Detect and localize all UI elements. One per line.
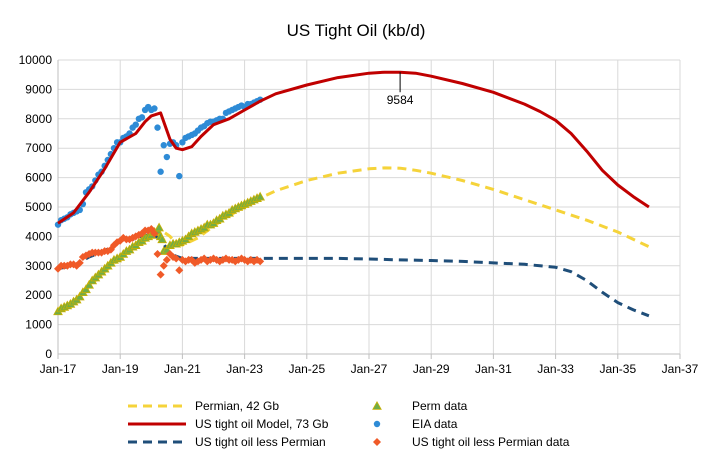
legend-label: Perm data <box>412 399 468 413</box>
data-point <box>75 258 84 267</box>
series-us-tight-oil-less-permian-data <box>54 225 265 279</box>
x-tick-label: Jan-17 <box>40 362 77 376</box>
legend-item-eia-data: EIA data <box>373 417 458 431</box>
legend-item-us-tight-oil-less-permian: US tight oil less Permian <box>128 435 326 449</box>
legend-item-us-tight-oil-model-73-gb: US tight oil Model, 73 Gb <box>128 417 329 431</box>
legend-label: Permian, 42 Gb <box>195 399 279 413</box>
y-tick-label: 8000 <box>25 112 52 126</box>
data-point <box>157 168 164 175</box>
y-tick-label: 4000 <box>25 229 52 243</box>
data-point <box>256 257 265 266</box>
y-tick-label: 9000 <box>25 82 52 96</box>
chart-title: US Tight Oil (kb/d) <box>287 21 426 40</box>
legend-swatch <box>373 420 381 428</box>
series-line-us-tight-oil-less-permian <box>57 232 650 318</box>
data-point <box>154 222 164 232</box>
x-tick-label: Jan-31 <box>475 362 512 376</box>
x-tick-label: Jan-37 <box>662 362 699 376</box>
x-tick-label: Jan-21 <box>164 362 201 376</box>
series-us-tight-oil-less-permian <box>57 232 650 318</box>
series-perm-data <box>53 191 266 316</box>
y-tick-label: 6000 <box>25 171 52 185</box>
data-point <box>163 153 171 161</box>
y-tick-label: 5000 <box>25 200 52 214</box>
y-tick-label: 0 <box>45 347 52 361</box>
data-point <box>153 250 162 259</box>
legend-item-permian-42-gb: Permian, 42 Gb <box>128 399 279 413</box>
data-point <box>78 252 87 261</box>
legend-swatch <box>372 400 382 410</box>
data-point <box>157 234 168 244</box>
data-point <box>74 291 85 301</box>
x-tick-label: Jan-23 <box>226 362 263 376</box>
x-tick-label: Jan-19 <box>102 362 139 376</box>
data-point <box>156 270 165 279</box>
legend-item-perm-data: Perm data <box>372 399 468 413</box>
y-tick-label: 3000 <box>25 259 52 273</box>
annotation-label: 9584 <box>387 93 414 107</box>
legend-label: EIA data <box>412 417 458 431</box>
data-point <box>154 124 161 131</box>
series-us-tight-oil-model-73-gb <box>57 70 650 225</box>
axes: 0 1000 2000 3000 4000 5000 6000 7000 8000 9000 100… <box>19 53 699 376</box>
annotations: 9584 <box>387 72 414 107</box>
legend-label: US tight oil less Permian data <box>412 435 570 449</box>
y-tick-label: 7000 <box>25 141 52 155</box>
x-tick-label: Jan-33 <box>537 362 574 376</box>
data-point <box>132 121 139 128</box>
data-point <box>151 105 158 112</box>
x-tick-label: Jan-25 <box>288 362 325 376</box>
y-tick-label: 2000 <box>25 288 52 302</box>
series-layer <box>53 70 650 318</box>
legend-item-us-tight-oil-less-permian-data: US tight oil less Permian data <box>373 435 570 449</box>
x-tick-label: Jan-27 <box>351 362 388 376</box>
legend: Permian, 42 Gb Perm data US tight oil Mode… <box>128 399 570 449</box>
gridlines <box>57 59 681 355</box>
legend-label: US tight oil Model, 73 Gb <box>195 417 329 431</box>
y-tick-label: 10000 <box>19 53 53 67</box>
x-tick-label: Jan-35 <box>599 362 636 376</box>
data-point <box>176 172 183 180</box>
data-point <box>138 114 146 121</box>
data-point <box>175 266 184 275</box>
data-point <box>162 255 171 264</box>
series-line-us-tight-oil-model-73-gb <box>57 70 650 225</box>
data-point <box>172 254 181 263</box>
data-point <box>81 284 91 294</box>
data-point <box>159 261 168 270</box>
data-point <box>84 279 94 289</box>
data-point <box>255 191 266 201</box>
x-tick-label: Jan-29 <box>413 362 450 376</box>
legend-label: US tight oil less Permian <box>195 435 326 449</box>
legend-swatch <box>373 438 381 446</box>
data-point <box>160 142 167 149</box>
data-point <box>150 229 159 238</box>
data-point <box>165 250 174 259</box>
y-tick-label: 1000 <box>25 318 52 332</box>
